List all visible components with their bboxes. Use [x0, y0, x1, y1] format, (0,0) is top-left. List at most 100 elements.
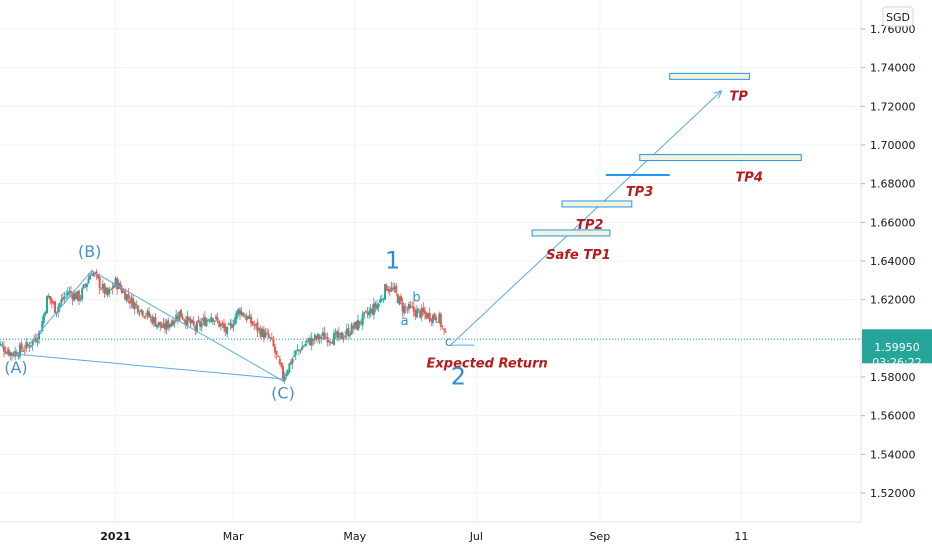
candle-body: [217, 318, 219, 321]
x-tick-label: Jul: [469, 530, 483, 543]
candle-body: [330, 342, 332, 343]
y-tick-label: 1.74000: [870, 62, 916, 75]
candle-body: [59, 303, 61, 307]
candle-body: [226, 327, 228, 334]
candle-body: [89, 275, 91, 279]
candle-body: [137, 306, 139, 313]
candle-body: [349, 334, 351, 335]
candle-body: [135, 304, 137, 305]
candle-body: [365, 311, 367, 312]
candle-body: [351, 325, 353, 335]
candle-body: [205, 320, 207, 327]
candle-body: [253, 325, 255, 326]
candle-body: [54, 301, 56, 313]
candle-body: [134, 303, 136, 309]
candle-body: [110, 289, 112, 290]
candle-body: [445, 331, 447, 332]
wave-label: a: [401, 314, 409, 329]
candle-body: [46, 296, 48, 313]
candle-body: [252, 322, 254, 325]
tp-zone[interactable]: [670, 73, 750, 79]
candle-body: [40, 333, 42, 334]
candle-body: [186, 316, 188, 326]
candle-body: [64, 297, 66, 299]
candle-body: [24, 350, 26, 351]
expected-return-label: Expected Return: [427, 356, 548, 371]
candle-body: [51, 299, 53, 303]
y-tick-label: 1.72000: [870, 100, 916, 113]
tp-zone[interactable]: [562, 201, 632, 207]
candle-body: [288, 363, 290, 372]
x-tick-label: Mar: [223, 530, 244, 543]
candle-body: [416, 309, 418, 317]
candle-body: [145, 316, 147, 317]
candle-body: [100, 289, 102, 290]
candle-body: [36, 341, 38, 343]
candle-body: [182, 317, 184, 320]
candle-body: [292, 359, 294, 364]
y-tick-label: 1.66000: [870, 216, 916, 229]
candle-body: [193, 321, 195, 325]
tp-zone[interactable]: [640, 155, 801, 161]
candle-body: [21, 343, 23, 350]
candle-body: [271, 338, 273, 339]
candle-body: [257, 322, 259, 331]
tp-zone[interactable]: [532, 230, 610, 236]
candle-body: [268, 334, 270, 337]
candle-body: [311, 338, 313, 346]
candle-body: [180, 309, 182, 317]
last-price-badge: 1.59950 03:26:22: [862, 329, 932, 369]
candle-body: [139, 314, 141, 315]
candle-body: [284, 376, 286, 381]
y-tick-label: 1.54000: [870, 448, 916, 461]
candle-body: [242, 313, 244, 316]
countdown-value: 03:26:22: [872, 356, 921, 369]
candle-body: [306, 341, 308, 343]
candle-body: [148, 312, 150, 317]
candle-body: [363, 312, 365, 314]
candle-body: [277, 356, 279, 357]
tp-label: Safe TP1: [546, 248, 611, 263]
candle-body: [99, 277, 101, 288]
candle-body: [280, 363, 282, 367]
candle-body: [86, 283, 88, 287]
wave-label: 2: [451, 363, 466, 391]
y-tick-label: 1.68000: [870, 178, 916, 191]
wave-label: (A): [4, 358, 27, 377]
candle-body: [127, 294, 129, 299]
candle-body: [3, 347, 5, 352]
candle-body: [320, 337, 322, 338]
candle-body: [441, 326, 443, 327]
x-tick-label: 2021: [100, 530, 131, 543]
candle-body: [111, 287, 113, 289]
candle-body: [443, 329, 445, 331]
candle-body: [418, 308, 420, 309]
candle-body: [295, 351, 297, 355]
candle-body: [312, 339, 314, 340]
y-tick-label: 1.56000: [870, 410, 916, 423]
candle-body: [362, 314, 364, 325]
y-tick-label: 1.58000: [870, 371, 916, 384]
candle-body: [78, 291, 80, 301]
candle-body: [395, 286, 397, 293]
candle-body: [343, 338, 345, 339]
x-tick-label: 11: [734, 530, 748, 543]
candle-body: [327, 337, 329, 343]
candle-body: [81, 288, 83, 299]
candle-body: [266, 332, 268, 333]
candle-body: [70, 291, 72, 293]
last-price-value: 1.59950: [874, 341, 920, 354]
candle-body: [1, 345, 3, 346]
candle-body: [405, 307, 407, 308]
candle-body: [403, 306, 405, 314]
candle-body: [83, 284, 85, 288]
currency-badge[interactable]: SGD: [883, 7, 913, 26]
candle-body: [43, 314, 45, 323]
candle-body: [300, 350, 302, 351]
candle-body: [60, 299, 62, 303]
candle-body: [201, 323, 203, 328]
candle-body: [207, 319, 209, 320]
y-tick-label: 1.70000: [870, 139, 916, 152]
